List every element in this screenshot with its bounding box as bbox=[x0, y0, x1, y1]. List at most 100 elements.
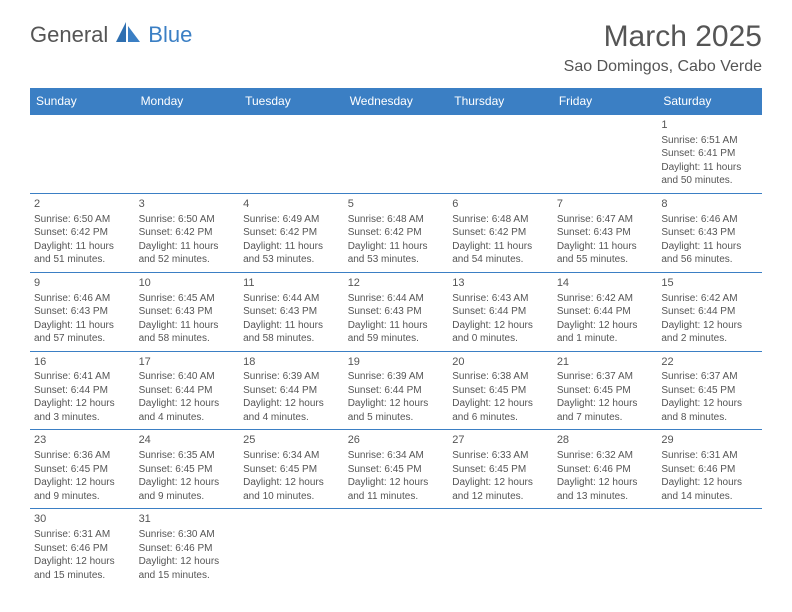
logo-sail-icon bbox=[114, 20, 142, 49]
sunrise-text: Sunrise: 6:31 AM bbox=[661, 449, 758, 463]
daylight-text: Daylight: 12 hours bbox=[348, 476, 445, 490]
daylight-text: and 4 minutes. bbox=[139, 411, 236, 425]
sunrise-text: Sunrise: 6:48 AM bbox=[348, 213, 445, 227]
daylight-text: Daylight: 11 hours bbox=[661, 161, 758, 175]
daylight-text: and 57 minutes. bbox=[34, 332, 131, 346]
day-number: 14 bbox=[557, 276, 654, 291]
day-number: 22 bbox=[661, 355, 758, 370]
day-header: Monday bbox=[135, 88, 240, 115]
day-cell bbox=[30, 115, 135, 194]
day-cell: 17Sunrise: 6:40 AMSunset: 6:44 PMDayligh… bbox=[135, 351, 240, 430]
sunrise-text: Sunrise: 6:33 AM bbox=[452, 449, 549, 463]
day-cell: 8Sunrise: 6:46 AMSunset: 6:43 PMDaylight… bbox=[657, 193, 762, 272]
day-cell bbox=[448, 115, 553, 194]
sunrise-text: Sunrise: 6:44 AM bbox=[348, 292, 445, 306]
daylight-text: Daylight: 12 hours bbox=[243, 397, 340, 411]
sunrise-text: Sunrise: 6:42 AM bbox=[557, 292, 654, 306]
daylight-text: Daylight: 12 hours bbox=[348, 397, 445, 411]
day-number: 18 bbox=[243, 355, 340, 370]
daylight-text: Daylight: 12 hours bbox=[139, 397, 236, 411]
month-title: March 2025 bbox=[564, 20, 762, 54]
sunset-text: Sunset: 6:42 PM bbox=[348, 226, 445, 240]
day-cell: 20Sunrise: 6:38 AMSunset: 6:45 PMDayligh… bbox=[448, 351, 553, 430]
sunset-text: Sunset: 6:43 PM bbox=[139, 305, 236, 319]
daylight-text: Daylight: 12 hours bbox=[557, 476, 654, 490]
sunset-text: Sunset: 6:46 PM bbox=[139, 542, 236, 556]
daylight-text: and 51 minutes. bbox=[34, 253, 131, 267]
day-cell: 13Sunrise: 6:43 AMSunset: 6:44 PMDayligh… bbox=[448, 272, 553, 351]
daylight-text: Daylight: 12 hours bbox=[661, 319, 758, 333]
logo-text-general: General bbox=[30, 22, 108, 48]
day-number: 30 bbox=[34, 512, 131, 527]
daylight-text: and 15 minutes. bbox=[139, 569, 236, 583]
day-number: 8 bbox=[661, 197, 758, 212]
day-number: 10 bbox=[139, 276, 236, 291]
day-number: 1 bbox=[661, 118, 758, 133]
day-header-row: Sunday Monday Tuesday Wednesday Thursday… bbox=[30, 88, 762, 115]
sunrise-text: Sunrise: 6:51 AM bbox=[661, 134, 758, 148]
day-cell bbox=[448, 509, 553, 587]
sunset-text: Sunset: 6:46 PM bbox=[557, 463, 654, 477]
daylight-text: Daylight: 11 hours bbox=[557, 240, 654, 254]
day-cell bbox=[553, 509, 658, 587]
sunset-text: Sunset: 6:45 PM bbox=[557, 384, 654, 398]
day-cell: 16Sunrise: 6:41 AMSunset: 6:44 PMDayligh… bbox=[30, 351, 135, 430]
daylight-text: and 52 minutes. bbox=[139, 253, 236, 267]
sunset-text: Sunset: 6:45 PM bbox=[139, 463, 236, 477]
daylight-text: and 58 minutes. bbox=[243, 332, 340, 346]
sunrise-text: Sunrise: 6:39 AM bbox=[243, 370, 340, 384]
sunrise-text: Sunrise: 6:49 AM bbox=[243, 213, 340, 227]
day-cell bbox=[553, 115, 658, 194]
sunset-text: Sunset: 6:43 PM bbox=[557, 226, 654, 240]
week-row: 2Sunrise: 6:50 AMSunset: 6:42 PMDaylight… bbox=[30, 193, 762, 272]
week-row: 30Sunrise: 6:31 AMSunset: 6:46 PMDayligh… bbox=[30, 509, 762, 587]
sunrise-text: Sunrise: 6:47 AM bbox=[557, 213, 654, 227]
daylight-text: and 50 minutes. bbox=[661, 174, 758, 188]
sunset-text: Sunset: 6:43 PM bbox=[348, 305, 445, 319]
sunrise-text: Sunrise: 6:34 AM bbox=[348, 449, 445, 463]
daylight-text: and 13 minutes. bbox=[557, 490, 654, 504]
sunrise-text: Sunrise: 6:30 AM bbox=[139, 528, 236, 542]
sunset-text: Sunset: 6:44 PM bbox=[139, 384, 236, 398]
day-cell: 31Sunrise: 6:30 AMSunset: 6:46 PMDayligh… bbox=[135, 509, 240, 587]
day-cell: 1Sunrise: 6:51 AMSunset: 6:41 PMDaylight… bbox=[657, 115, 762, 194]
sunset-text: Sunset: 6:44 PM bbox=[34, 384, 131, 398]
header: General Blue March 2025 Sao Domingos, Ca… bbox=[30, 20, 762, 76]
daylight-text: Daylight: 12 hours bbox=[452, 397, 549, 411]
daylight-text: and 59 minutes. bbox=[348, 332, 445, 346]
sunrise-text: Sunrise: 6:48 AM bbox=[452, 213, 549, 227]
daylight-text: Daylight: 12 hours bbox=[661, 397, 758, 411]
sunrise-text: Sunrise: 6:38 AM bbox=[452, 370, 549, 384]
sunrise-text: Sunrise: 6:32 AM bbox=[557, 449, 654, 463]
daylight-text: Daylight: 12 hours bbox=[139, 476, 236, 490]
daylight-text: and 53 minutes. bbox=[348, 253, 445, 267]
sunrise-text: Sunrise: 6:36 AM bbox=[34, 449, 131, 463]
day-number: 28 bbox=[557, 433, 654, 448]
day-number: 24 bbox=[139, 433, 236, 448]
daylight-text: and 56 minutes. bbox=[661, 253, 758, 267]
day-number: 21 bbox=[557, 355, 654, 370]
daylight-text: Daylight: 12 hours bbox=[34, 397, 131, 411]
sunset-text: Sunset: 6:42 PM bbox=[452, 226, 549, 240]
sunrise-text: Sunrise: 6:41 AM bbox=[34, 370, 131, 384]
day-cell: 7Sunrise: 6:47 AMSunset: 6:43 PMDaylight… bbox=[553, 193, 658, 272]
daylight-text: Daylight: 12 hours bbox=[452, 319, 549, 333]
day-number: 11 bbox=[243, 276, 340, 291]
day-number: 3 bbox=[139, 197, 236, 212]
day-number: 31 bbox=[139, 512, 236, 527]
title-block: March 2025 Sao Domingos, Cabo Verde bbox=[564, 20, 762, 76]
sunset-text: Sunset: 6:45 PM bbox=[243, 463, 340, 477]
daylight-text: and 10 minutes. bbox=[243, 490, 340, 504]
day-cell: 11Sunrise: 6:44 AMSunset: 6:43 PMDayligh… bbox=[239, 272, 344, 351]
day-number: 16 bbox=[34, 355, 131, 370]
day-cell: 10Sunrise: 6:45 AMSunset: 6:43 PMDayligh… bbox=[135, 272, 240, 351]
daylight-text: and 15 minutes. bbox=[34, 569, 131, 583]
sunrise-text: Sunrise: 6:43 AM bbox=[452, 292, 549, 306]
day-cell: 14Sunrise: 6:42 AMSunset: 6:44 PMDayligh… bbox=[553, 272, 658, 351]
daylight-text: Daylight: 12 hours bbox=[557, 319, 654, 333]
daylight-text: and 5 minutes. bbox=[348, 411, 445, 425]
day-number: 20 bbox=[452, 355, 549, 370]
daylight-text: Daylight: 11 hours bbox=[243, 319, 340, 333]
daylight-text: Daylight: 11 hours bbox=[34, 319, 131, 333]
day-number: 2 bbox=[34, 197, 131, 212]
